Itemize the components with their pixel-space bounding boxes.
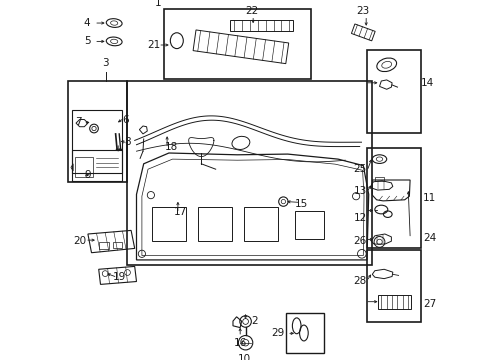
Bar xyxy=(68,81,127,182)
Bar xyxy=(163,9,310,79)
Text: 4: 4 xyxy=(83,18,90,28)
Text: 20: 20 xyxy=(73,236,86,246)
Text: 8: 8 xyxy=(123,137,130,147)
Text: 19: 19 xyxy=(113,272,126,282)
Text: 14: 14 xyxy=(420,78,433,88)
Text: 29: 29 xyxy=(271,328,284,338)
Bar xyxy=(374,177,383,181)
Text: 21: 21 xyxy=(147,40,161,50)
Text: 1: 1 xyxy=(154,0,161,8)
Bar xyxy=(244,207,277,241)
Text: 5: 5 xyxy=(83,36,90,46)
Bar xyxy=(285,313,323,353)
Text: 25: 25 xyxy=(353,164,366,174)
Text: 23: 23 xyxy=(356,6,369,16)
Text: 24: 24 xyxy=(422,233,435,243)
Text: 3: 3 xyxy=(102,58,109,68)
Text: 18: 18 xyxy=(165,142,178,152)
Text: 28: 28 xyxy=(353,276,366,286)
Bar xyxy=(294,211,323,239)
Bar xyxy=(151,207,185,241)
Text: 17: 17 xyxy=(174,207,187,217)
Text: 6: 6 xyxy=(122,114,128,125)
Text: 15: 15 xyxy=(294,199,307,210)
Bar xyxy=(72,110,122,173)
Text: 11: 11 xyxy=(422,193,435,203)
Text: 27: 27 xyxy=(422,299,435,309)
Text: 13: 13 xyxy=(353,186,366,196)
Bar xyxy=(99,242,109,249)
Text: 26: 26 xyxy=(353,236,366,246)
Bar xyxy=(127,81,371,265)
Text: 2: 2 xyxy=(251,316,258,327)
Bar xyxy=(75,157,93,177)
Text: 22: 22 xyxy=(244,6,258,16)
Bar xyxy=(197,207,231,241)
Bar xyxy=(72,150,122,181)
Text: 7: 7 xyxy=(75,117,82,127)
Text: 16: 16 xyxy=(234,338,247,348)
Bar xyxy=(366,50,420,133)
Text: 9: 9 xyxy=(84,170,91,180)
Bar xyxy=(366,148,420,248)
Text: 12: 12 xyxy=(353,213,366,223)
Bar xyxy=(113,242,122,248)
Bar xyxy=(366,250,420,322)
Text: 10: 10 xyxy=(238,354,250,360)
